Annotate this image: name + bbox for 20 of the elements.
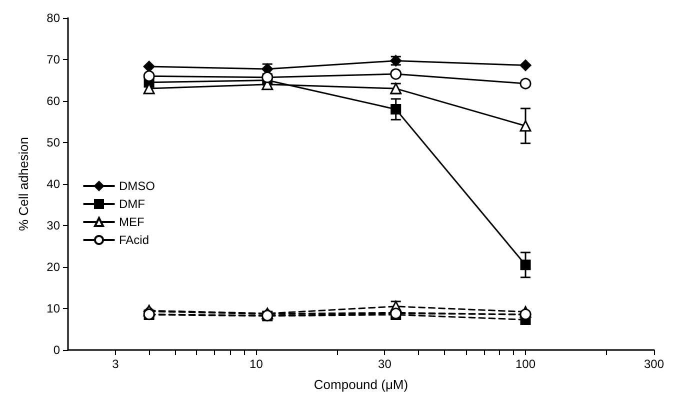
legend-label: DMSO	[119, 179, 155, 193]
y-tick-label: 0	[53, 343, 60, 357]
y-tick-label: 30	[46, 218, 60, 232]
x-axis-title: Compound (μM)	[314, 377, 408, 392]
x-tick-label: 100	[516, 357, 536, 371]
y-tick-label: 10	[46, 302, 60, 316]
y-tick-label: 70	[46, 52, 60, 66]
legend-label: MEF	[119, 215, 144, 229]
x-tick-label: 30	[378, 357, 392, 371]
x-tick-label: 300	[644, 357, 664, 371]
y-tick-label: 80	[46, 11, 60, 25]
y-tick-label: 20	[46, 260, 60, 274]
x-tick-label: 3	[112, 357, 120, 371]
y-tick-label: 60	[46, 94, 60, 108]
y-tick-label: 50	[46, 136, 60, 150]
y-tick-label: 40	[46, 177, 60, 191]
legend-label: DMF	[119, 197, 145, 211]
y-axis-title: % Cell adhesion	[16, 137, 31, 231]
legend-label: FAcid	[119, 233, 150, 247]
x-tick-label: 10	[250, 357, 264, 371]
